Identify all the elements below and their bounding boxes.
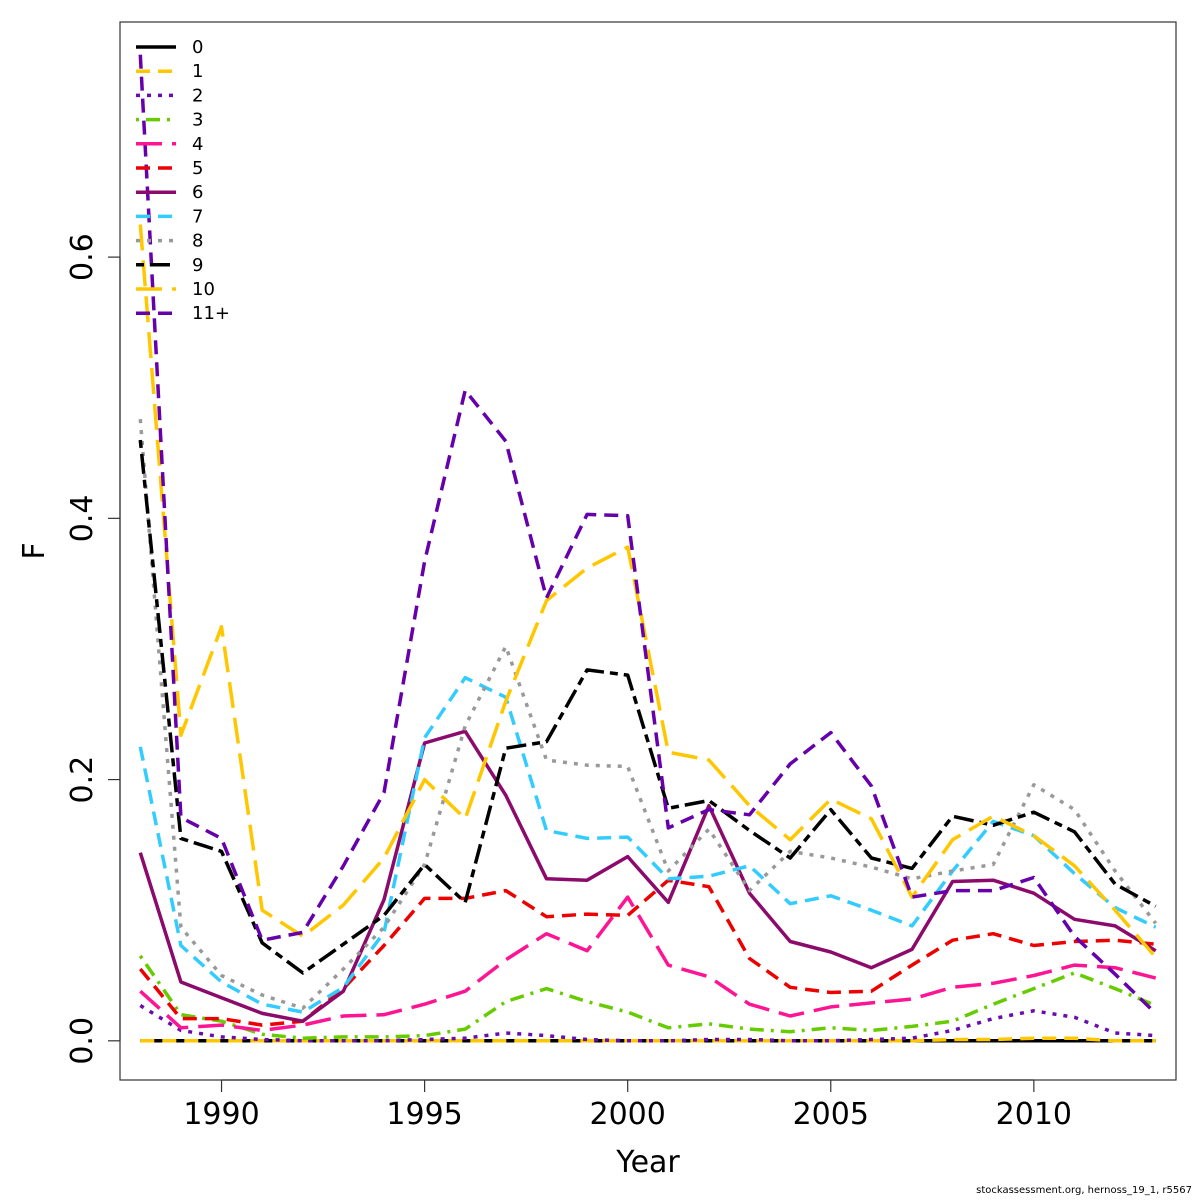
legend-label: 3 <box>192 110 203 131</box>
y-tick-label: 0.6 <box>65 233 100 281</box>
legend-label: 8 <box>192 231 203 252</box>
series-line-1 <box>140 1036 1156 1043</box>
x-tick-label: 1995 <box>386 1097 462 1132</box>
y-tick-label: 0.0 <box>65 1017 100 1065</box>
x-tick-label: 2010 <box>996 1097 1072 1132</box>
legend-label: 4 <box>192 134 203 155</box>
series-line-9 <box>138 439 1157 975</box>
series-line-5 <box>138 878 1156 1027</box>
legend-label: 7 <box>192 206 203 227</box>
series-line-6 <box>138 729 1157 1023</box>
y-axis-title: F <box>17 542 52 559</box>
legend-label: 10 <box>192 279 215 300</box>
x-tick-label: 2005 <box>793 1097 869 1132</box>
x-tick-label: 1990 <box>183 1097 259 1132</box>
legend: 0 1 2 3 4 5 6 7 8 9 10 11+ <box>136 37 230 324</box>
series-layer <box>138 54 1158 1043</box>
x-axis-title: Year <box>615 1145 680 1180</box>
y-tick-label: 0.4 <box>65 494 100 542</box>
series-line-4 <box>139 895 1157 1033</box>
legend-label: 6 <box>192 182 203 203</box>
footer-credit: stockassessment.org, hernoss_19_1, r5567 <box>976 1185 1192 1196</box>
legend-label: 9 <box>192 255 203 276</box>
series-line-2 <box>139 1004 1156 1043</box>
series-line-8 <box>138 418 1158 1010</box>
legend-label: 11+ <box>192 303 230 324</box>
legend-label: 1 <box>192 61 203 82</box>
y-tick-label: 0.2 <box>65 756 100 804</box>
x-axis: 1990 1995 2000 2005 2010 <box>183 1079 1072 1132</box>
legend-label: 2 <box>192 85 203 106</box>
legend-label: 5 <box>192 158 203 179</box>
plot-frame <box>119 21 1177 1081</box>
legend-label: 0 <box>192 37 203 58</box>
series-line-10 <box>138 224 1158 959</box>
series-line-3 <box>138 954 1157 1040</box>
y-axis: 0.0 0.2 0.4 0.6 <box>65 233 121 1065</box>
series-line-7 <box>138 675 1157 1014</box>
series-line-11plus <box>138 54 1157 1015</box>
x-tick-label: 2000 <box>590 1097 666 1132</box>
